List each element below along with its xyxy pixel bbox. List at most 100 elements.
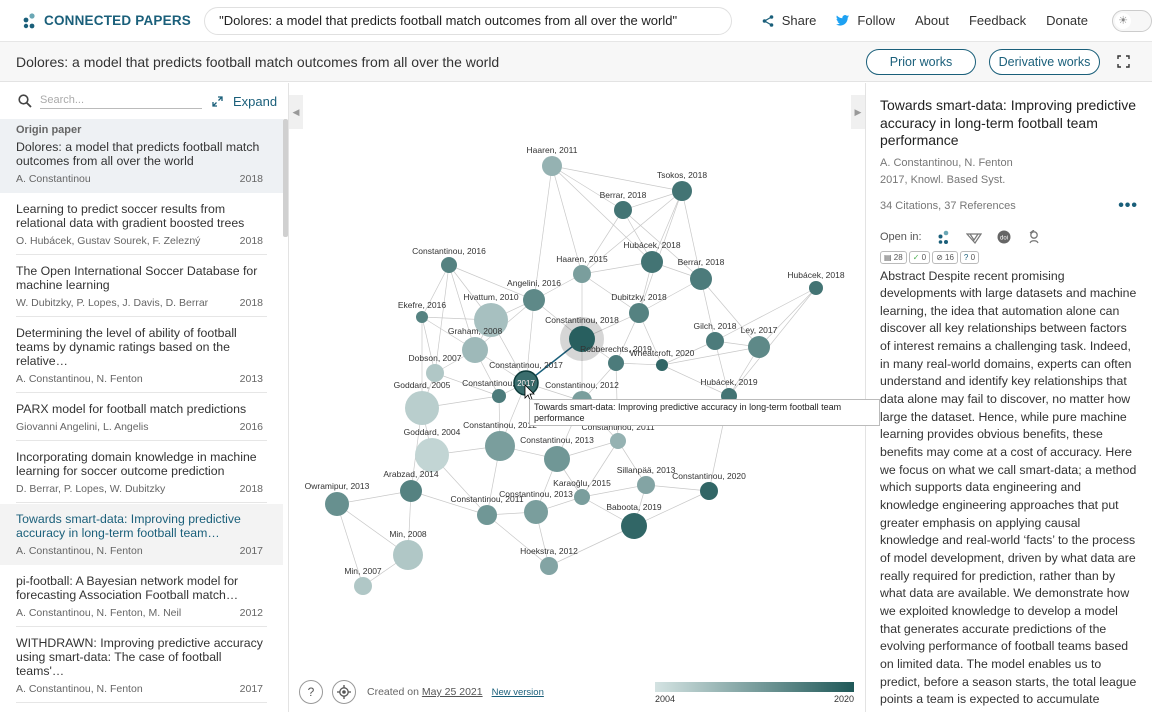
list-item-authors: Giovanni Angelini, L. Angelis <box>16 421 149 433</box>
graph-node-label: Constantinou, 2013 <box>499 489 573 499</box>
recenter-button[interactable] <box>332 680 356 704</box>
list-item-year: 2017 <box>239 545 263 557</box>
list-item[interactable]: PARX model for football match prediction… <box>0 394 283 442</box>
graph-node[interactable] <box>426 364 444 382</box>
graph-edge <box>581 209 624 275</box>
list-item[interactable]: pi-football: A Bayesian network model fo… <box>0 566 283 628</box>
graph-node[interactable] <box>569 326 595 352</box>
graph-node[interactable] <box>656 359 668 371</box>
graph-node[interactable] <box>809 281 823 295</box>
graph-node[interactable] <box>485 431 515 461</box>
graph-node[interactable] <box>524 500 548 524</box>
graph-node[interactable] <box>608 355 624 371</box>
graph-node-label: Min, 2007 <box>344 566 382 576</box>
graph-node[interactable] <box>574 489 590 505</box>
created-date[interactable]: May 25 2021 <box>421 686 483 698</box>
graph-node[interactable] <box>325 492 349 516</box>
list-scrollbar[interactable] <box>283 119 288 237</box>
graph-edge <box>651 190 683 263</box>
graph-node-label: Constantinou, 2012 <box>463 420 537 430</box>
graph-node[interactable] <box>400 480 422 502</box>
origin-label: Origin paper <box>16 124 82 136</box>
donate-link[interactable]: Donate <box>1046 13 1088 28</box>
graph-node[interactable] <box>621 513 647 539</box>
collapse-left-button[interactable]: ◀ <box>289 95 303 129</box>
graph-node[interactable] <box>614 201 632 219</box>
graph-edge <box>638 278 702 314</box>
share-link[interactable]: Share <box>762 13 817 28</box>
created-prefix: Created on <box>367 686 419 698</box>
graph-node[interactable] <box>544 446 570 472</box>
list-item[interactable]: The Open International Soccer Database f… <box>0 256 283 318</box>
graph-node[interactable] <box>492 389 506 403</box>
graph-node[interactable] <box>354 577 372 595</box>
graph-node[interactable] <box>462 337 488 363</box>
graph-node[interactable] <box>610 433 626 449</box>
google-scholar-icon[interactable] <box>1026 229 1042 245</box>
list-item[interactable]: Determining the level of ability of foot… <box>0 318 283 394</box>
graph-node-label: Constantinou, 2012 <box>545 380 619 390</box>
graph-canvas[interactable]: Haaren, 2011 Tsokos, 2018 Berrar, 2018 Cons… <box>289 83 865 712</box>
prior-works-button[interactable]: Prior works <box>866 48 976 75</box>
graph-node[interactable] <box>416 311 428 323</box>
graph-node[interactable] <box>573 265 591 283</box>
graph-node-label: Ekefre, 2016 <box>398 300 446 310</box>
connected-papers-icon[interactable] <box>936 229 952 245</box>
expand-button[interactable]: Expand <box>212 94 277 109</box>
share-label: Share <box>781 13 817 28</box>
logo[interactable]: CONNECTED PAPERS <box>22 12 204 29</box>
graph-node[interactable] <box>393 540 423 570</box>
graph-edge <box>661 364 730 397</box>
list-item[interactable]: Incorporating domain knowledge in machin… <box>0 442 283 504</box>
feedback-link[interactable]: Feedback <box>968 13 1027 28</box>
new-version-link[interactable]: New version <box>491 686 544 698</box>
graph-node-label: Hubácek, 2018 <box>623 240 680 250</box>
legend-min: 2004 <box>655 694 676 704</box>
list-item[interactable]: Learning to predict soccer results from … <box>0 194 283 256</box>
origin-paper-item[interactable]: Origin paper Dolores: a model that predic… <box>0 119 283 194</box>
badge-supporting-value: 0 <box>921 252 927 262</box>
collapse-right-button[interactable]: ▶ <box>851 95 865 129</box>
graph-node[interactable] <box>542 156 562 176</box>
graph-node[interactable] <box>690 268 712 290</box>
details-title[interactable]: Towards smart-data: Improving predictive… <box>880 97 1136 148</box>
list-search-input[interactable]: Search... <box>40 94 202 109</box>
graph-node[interactable] <box>477 505 497 525</box>
graph-node[interactable] <box>637 476 655 494</box>
graph-node[interactable] <box>748 336 770 358</box>
about-link[interactable]: About <box>915 13 949 28</box>
help-button[interactable]: ? <box>299 680 323 704</box>
graph-node[interactable] <box>700 482 718 500</box>
graph-node-label: Hoekstra, 2012 <box>520 546 578 556</box>
theme-toggle[interactable]: ☀ <box>1112 9 1152 32</box>
graph-edge <box>551 165 583 275</box>
list-item-title: Dolores: a model that predicts football … <box>16 140 260 168</box>
graph-node[interactable] <box>415 438 449 472</box>
graph-node[interactable] <box>641 251 663 273</box>
graph-node[interactable] <box>405 391 439 425</box>
graph-node[interactable] <box>672 181 692 201</box>
list-item-title: The Open International Soccer Database f… <box>16 264 258 292</box>
follow-link[interactable]: Follow <box>836 13 895 28</box>
graph-node-label: Gilch, 2018 <box>694 321 737 331</box>
list-item[interactable]: WITHDRAWN: Improving predictive accuracy… <box>0 628 283 704</box>
derivative-works-button[interactable]: Derivative works <box>989 48 1100 75</box>
graph-node[interactable] <box>474 303 508 337</box>
divider <box>16 626 267 627</box>
more-options-icon[interactable]: ••• <box>1118 196 1138 214</box>
graph-edge <box>533 165 553 301</box>
graph-node[interactable] <box>629 303 649 323</box>
graph-node[interactable] <box>540 557 558 575</box>
divider <box>16 254 267 255</box>
node-tooltip: Towards smart-data: Improving predictive… <box>529 399 880 426</box>
main-search-input[interactable]: "Dolores: a model that predicts football… <box>204 6 732 35</box>
list-item[interactable]: Towards smart-data: Improving predictive… <box>0 504 283 566</box>
graph-node[interactable] <box>441 257 457 273</box>
list-search: Search... Expand <box>0 83 288 119</box>
fullscreen-icon[interactable] <box>1114 53 1132 71</box>
doi-icon[interactable]: doi <box>996 229 1012 245</box>
graph-node[interactable] <box>706 332 724 350</box>
graph-node-label: Hvattum, 2010 <box>463 292 519 302</box>
semantic-scholar-icon[interactable] <box>965 229 982 245</box>
graph-node[interactable] <box>523 289 545 311</box>
